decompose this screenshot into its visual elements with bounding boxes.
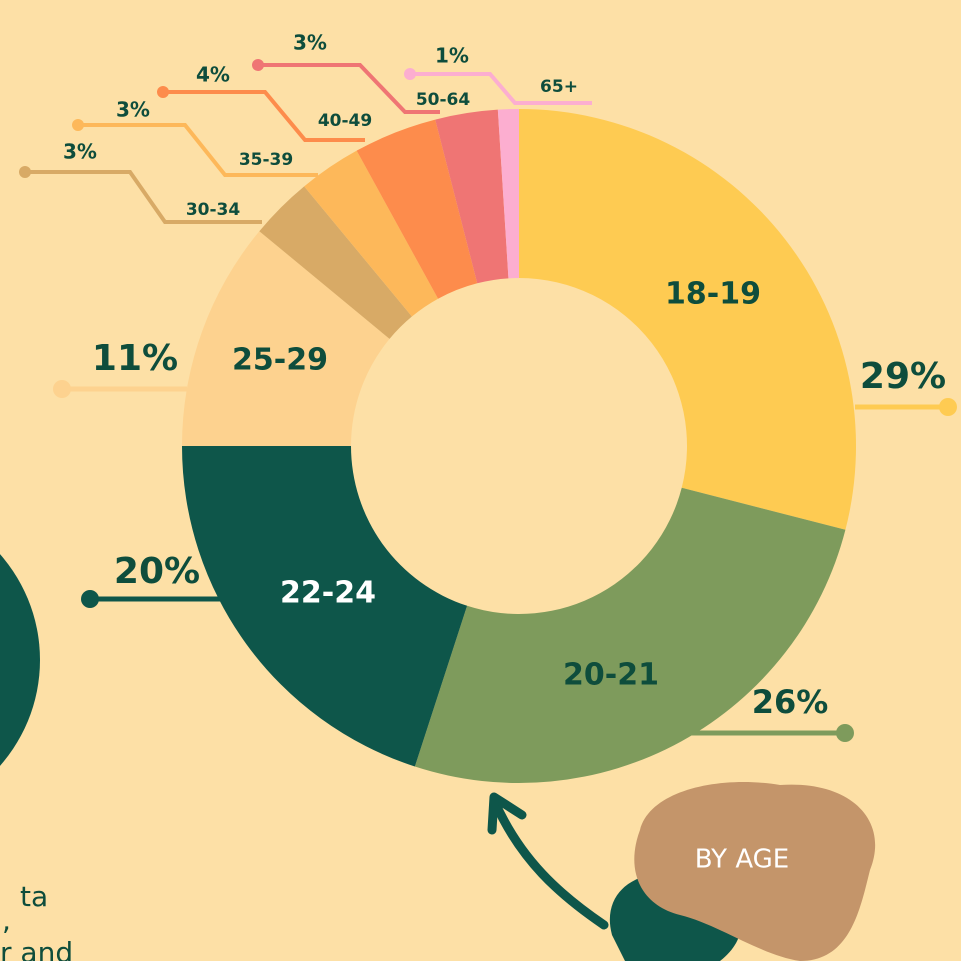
leader-line: [163, 90, 365, 142]
leader-dot: [19, 166, 31, 178]
leader-dot: [53, 380, 71, 398]
donut-segment: [182, 446, 468, 767]
leader-line: [25, 170, 262, 224]
value-label: 4%: [196, 63, 230, 87]
blob-badge: [634, 782, 876, 961]
value-label: 3%: [116, 98, 150, 122]
value-label: 11%: [92, 338, 178, 379]
arrow-head: [487, 792, 527, 835]
leader-line: [410, 72, 592, 105]
leader-dot: [939, 398, 957, 416]
category-label: 65+: [540, 77, 578, 97]
donut-segment: [519, 109, 857, 530]
donut-segment: [435, 109, 509, 284]
category-label: 40-49: [318, 111, 372, 131]
value-label: 1%: [435, 44, 469, 68]
category-label: 50-64: [416, 90, 471, 110]
category-label: 25-29: [232, 343, 328, 378]
category-label: 35-39: [239, 150, 293, 170]
fragment: ta: [20, 880, 48, 913]
donut-segment: [182, 231, 390, 446]
leader-dot: [81, 590, 99, 608]
value-label: 20%: [114, 551, 200, 592]
category-label: 30-34: [186, 200, 241, 220]
leader-dot: [836, 724, 854, 742]
value-label: 3%: [293, 31, 327, 55]
leader-dot: [252, 59, 264, 71]
value-label: 29%: [860, 356, 946, 397]
fragment: r and: [0, 936, 73, 961]
category-label: 20-21: [563, 658, 659, 693]
arrow: [489, 795, 609, 930]
donut-segment: [259, 186, 412, 339]
category-label: 22-24: [280, 576, 376, 611]
value-label: 3%: [63, 140, 97, 164]
leader-dot: [157, 86, 169, 98]
leader-line: [258, 63, 440, 114]
leader-dot: [404, 68, 416, 80]
category-label: 18-19: [665, 277, 761, 312]
donut-segment: [356, 119, 478, 299]
donut-segment: [414, 487, 846, 783]
leader-dot: [72, 119, 84, 131]
side-circle: [0, 554, 40, 766]
badge-label: BY AGE: [695, 845, 789, 875]
donut-segment: [304, 150, 439, 317]
donut-segment: [497, 109, 519, 279]
fragment: ,: [2, 904, 11, 937]
leader-line: [78, 123, 318, 177]
value-label: 26%: [752, 683, 829, 721]
